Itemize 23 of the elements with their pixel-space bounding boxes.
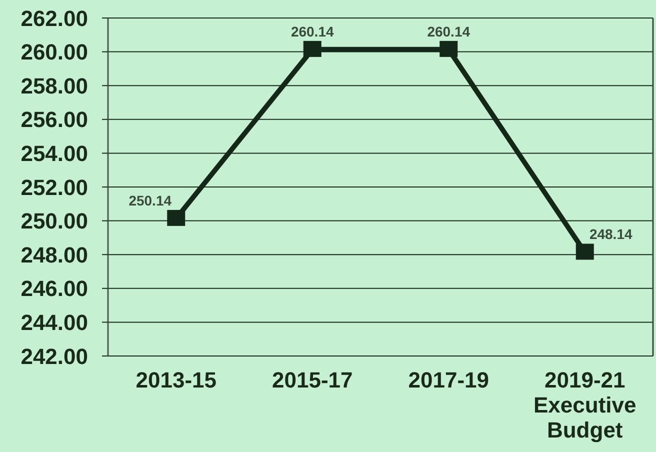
y-tick-label: 256.00 [20, 107, 88, 132]
y-tick-label: 254.00 [20, 141, 88, 166]
y-tick-label: 252.00 [20, 174, 88, 200]
point [167, 210, 186, 226]
y-tick-label: 260.00 [20, 40, 88, 65]
point [303, 40, 322, 57]
y-tick-label: 248.00 [20, 242, 88, 268]
data-label: 248.14 [589, 226, 632, 242]
y-tick-label: 262.00 [20, 6, 88, 31]
x-tick-label: 2015-17 [272, 368, 353, 393]
y-tick-label: 246.00 [20, 276, 88, 302]
y-tick-label: 250.00 [20, 208, 88, 234]
x-tick-label: 2013-15 [136, 368, 216, 393]
y-tick-label: 258.00 [20, 73, 88, 98]
y-tick-label: 244.00 [20, 310, 88, 336]
y-tick-label: 242.00 [20, 344, 88, 369]
data-label: 250.14 [128, 192, 172, 208]
point [576, 244, 594, 260]
point [440, 40, 458, 57]
data-label: 260.14 [290, 23, 334, 40]
data-label: 260.14 [427, 23, 470, 40]
x-tick-label: 2019-21 Executive Budget [534, 368, 636, 443]
x-tick-label: 2017-19 [408, 368, 489, 393]
